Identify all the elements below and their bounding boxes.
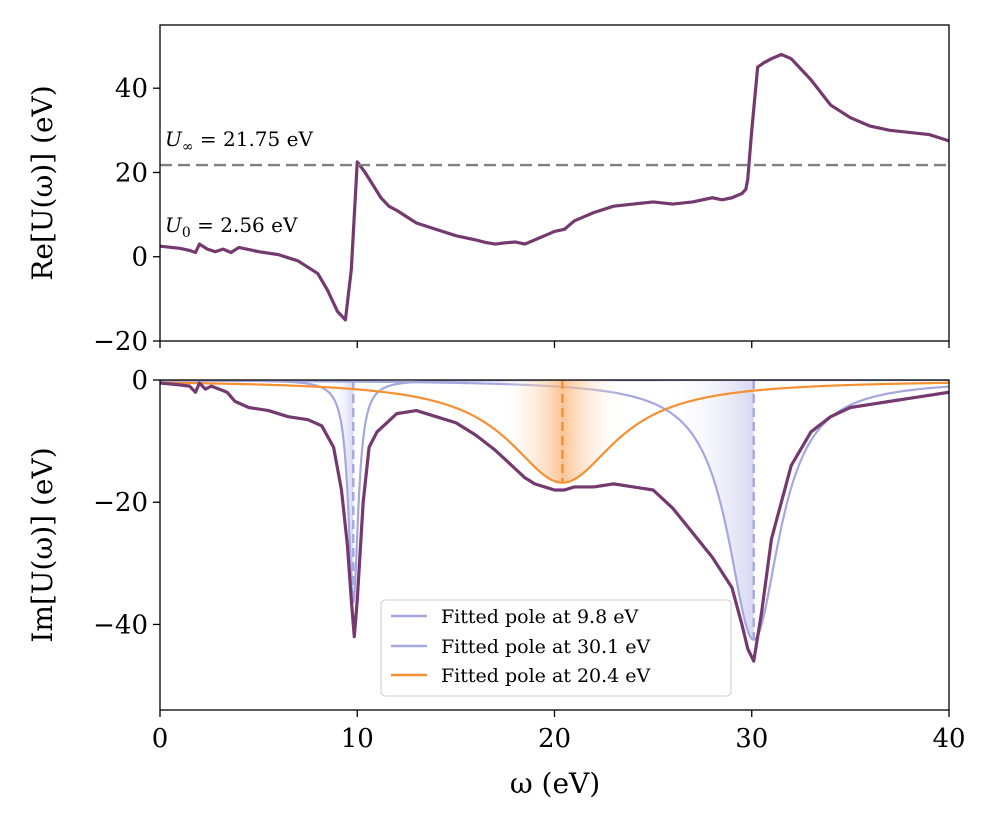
legend-label-pole-20-4: Fitted pole at 20.4 eV xyxy=(441,665,651,687)
annotation-u-zero: U0 = 2.56 eV xyxy=(165,213,298,241)
fitted-pole-shading xyxy=(329,380,354,604)
top-y-tick-label: 20 xyxy=(115,158,148,188)
top-axes-frame xyxy=(159,24,950,342)
legend-box xyxy=(380,599,732,697)
x-tick-label: 40 xyxy=(932,724,965,754)
top-y-tick-label: −20 xyxy=(93,327,148,357)
top-y-axis-title: Re[U(ω)] (eV) xyxy=(26,85,59,280)
imaginary-part-series-line xyxy=(160,381,949,663)
bottom-panel: −40 −20 0 0 10 20 30 40 Im[U(ω)] (eV) ω (eV) F… xyxy=(26,366,966,800)
top-x-ticks xyxy=(159,341,950,348)
legend: Fitted pole at 9.8 eV Fitted pole at 30.… xyxy=(380,599,732,697)
top-plot-area xyxy=(160,52,949,322)
bottom-y-tick-label: 0 xyxy=(131,366,148,396)
x-tick-label: 10 xyxy=(341,724,374,754)
annotation-u-infinity-symbol: U xyxy=(165,127,183,151)
top-y-axis: −20 0 20 40 xyxy=(93,74,160,357)
annotation-u-infinity-value: = 21.75 eV xyxy=(194,127,314,151)
bottom-y-axis: −40 −20 0 xyxy=(93,366,160,640)
x-tick-label: 20 xyxy=(538,724,571,754)
annotation-u-zero-sub: 0 xyxy=(182,225,191,241)
fitted-pole-shading xyxy=(499,380,626,483)
x-tick-label: 30 xyxy=(735,724,768,754)
bottom-y-tick-label: −20 xyxy=(93,488,148,518)
top-y-tick-label: 0 xyxy=(131,243,148,273)
annotation-u-zero-value: = 2.56 eV xyxy=(191,213,298,237)
annotation-u-infinity: U∞ = 21.75 eV xyxy=(165,127,313,155)
fitted-pole-shading xyxy=(664,380,754,640)
legend-label-pole-30-1: Fitted pole at 30.1 eV xyxy=(441,636,651,658)
fitted-pole-curve xyxy=(160,381,949,484)
real-part-series-line xyxy=(160,52,949,322)
bottom-y-axis-title: Im[U(ω)] (eV) xyxy=(26,447,59,642)
bottom-y-tick-label: −40 xyxy=(93,610,148,640)
x-tick-label: 0 xyxy=(152,724,169,754)
legend-label-pole-9-8: Fitted pole at 9.8 eV xyxy=(441,606,638,628)
top-y-tick-label: 40 xyxy=(115,74,148,104)
annotation-u-zero-symbol: U xyxy=(165,213,183,237)
x-axis-title: ω (eV) xyxy=(510,767,600,800)
annotation-u-infinity-sub: ∞ xyxy=(182,139,194,155)
bottom-x-axis: 0 10 20 30 40 xyxy=(152,710,966,754)
